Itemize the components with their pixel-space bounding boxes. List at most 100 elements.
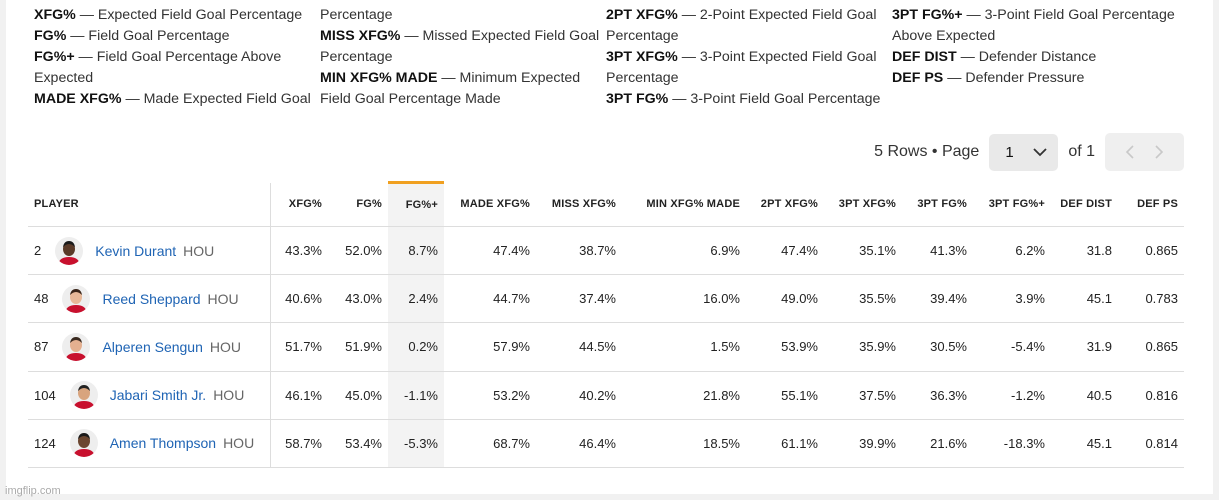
- glossary: XFG% — Expected Field Goal Percentage FG%…: [34, 5, 1194, 110]
- column-header-player[interactable]: PLAYER: [28, 182, 271, 227]
- player-team: HOU: [223, 435, 255, 452]
- stat-cell: 0.783: [1118, 274, 1184, 324]
- player-name-link[interactable]: Alperen Sengun: [102, 338, 203, 355]
- glossary-desc: Expected Field Goal Percentage: [97, 7, 303, 23]
- stat-cell: 47.4%: [444, 226, 536, 276]
- stat-cell: 47.4%: [746, 226, 824, 276]
- glossary-term: 3PT XFG%: [606, 49, 678, 65]
- stat-cell: 43.3%: [270, 226, 328, 276]
- column-header[interactable]: MADE XFG%: [444, 182, 536, 227]
- player-name-link[interactable]: Amen Thompson: [109, 435, 217, 452]
- glossary-term: DEF DIST: [892, 49, 957, 65]
- glossary-desc: Minimum Expected Field Goal Percentage M…: [320, 70, 581, 107]
- glossary-desc: Missed Expected Field Goal Percentage: [320, 28, 600, 65]
- player-team: HOU: [207, 290, 239, 307]
- glossary-entry: DEF PS — Defender Pressure: [892, 70, 1085, 86]
- glossary-entry: DEF DIST — Defender Distance: [892, 49, 1097, 65]
- player-cell: 104 Jabari Smith Jr. HOU: [28, 371, 271, 420]
- page-select[interactable]: 1: [989, 133, 1059, 171]
- page-select-value: 1: [1005, 143, 1014, 161]
- glossary-desc: Defender Pressure: [965, 70, 1085, 86]
- column-header[interactable]: DEF DIST: [1051, 182, 1118, 227]
- glossary-term: MIN XFG% MADE: [320, 70, 438, 86]
- avatar: [55, 236, 84, 265]
- player-name-link[interactable]: Kevin Durant: [95, 242, 177, 259]
- glossary-desc: 3-Point Field Goal Percentage: [690, 91, 881, 107]
- glossary-entry: XFG% — Expected Field Goal Percentage: [34, 7, 303, 23]
- glossary-entry: MISS XFG% — Missed Expected Field Goal P…: [320, 28, 600, 65]
- stat-cell: 45.1: [1051, 274, 1118, 324]
- page-count-label: of 1: [1068, 143, 1095, 160]
- stats-table: PLAYER XFG% FG% FG%+ MADE XFG% MISS XFG% MIN X…: [28, 181, 1184, 468]
- column-header[interactable]: 3PT FG%+: [973, 182, 1051, 227]
- player-rank: 87: [34, 339, 49, 355]
- table-row: 104 Jabari Smith Jr. HOU 46.1% 45.0% -1.1% 53.…: [28, 371, 1184, 420]
- table-body: 2 Kevin Durant HOU 43.3% 52.0% 8.7% 47.4% 38.7%…: [28, 226, 1184, 468]
- stat-cell: 31.8: [1051, 226, 1118, 276]
- stat-cell: 53.9%: [746, 322, 824, 372]
- glossary-term: DEF PS: [892, 70, 944, 86]
- column-header[interactable]: MIN XFG% MADE: [622, 182, 746, 227]
- column-header[interactable]: FG%+: [388, 181, 444, 227]
- stat-cell: 55.1%: [746, 371, 824, 420]
- stat-cell: 46.4%: [536, 419, 622, 468]
- stat-cell: 45.1: [1051, 419, 1118, 468]
- glossary-desc: 3-Point Expected Field Goal Percentage: [606, 49, 877, 86]
- stat-cell: 39.4%: [902, 274, 973, 324]
- stat-cell: 57.9%: [444, 322, 536, 372]
- page-nav: [1105, 133, 1184, 171]
- chevron-right-icon[interactable]: [1153, 144, 1165, 160]
- stat-cell: 68.7%: [444, 419, 536, 468]
- player-name-link[interactable]: Jabari Smith Jr.: [109, 387, 207, 404]
- player-team: HOU: [213, 387, 245, 404]
- glossary-column: 3PT FG%+ — 3-Point Field Goal Percentage…: [892, 5, 1178, 110]
- player-cell: 87 Alperen Sengun HOU: [28, 322, 271, 372]
- player-team: HOU: [183, 242, 215, 259]
- table-header-row: PLAYER XFG% FG% FG%+ MADE XFG% MISS XFG% MIN X…: [28, 181, 1184, 227]
- stat-cell: 37.4%: [536, 274, 622, 324]
- column-header[interactable]: DEF PS: [1118, 182, 1184, 227]
- glossary-desc: 3-Point Field Goal Percentage Above Expe…: [892, 7, 1175, 44]
- glossary-column: XFG% — Expected Field Goal Percentage FG%…: [34, 5, 320, 110]
- stat-cell: 8.7%: [388, 226, 444, 276]
- stat-cell: 51.7%: [270, 322, 328, 372]
- column-header[interactable]: 2PT XFG%: [746, 182, 824, 227]
- glossary-desc: 2-Point Expected Field Goal Percentage: [606, 7, 877, 44]
- stat-cell: 6.9%: [622, 226, 746, 276]
- glossary-desc: Made Expected Field Goal: [143, 91, 311, 107]
- stat-cell: 44.5%: [536, 322, 622, 372]
- player-name-link[interactable]: Reed Sheppard: [102, 290, 201, 307]
- chevron-left-icon[interactable]: [1124, 144, 1136, 160]
- player-team: HOU: [209, 338, 242, 355]
- stat-cell: 43.0%: [328, 274, 388, 324]
- glossary-entry: 2PT XFG% — 2-Point Expected Field Goal P…: [606, 7, 877, 44]
- stat-cell: 18.5%: [622, 419, 746, 468]
- glossary-entry: Percentage: [320, 7, 393, 23]
- glossary-entry: 3PT XFG% — 3-Point Expected Field Goal P…: [606, 49, 877, 86]
- stat-cell: 44.7%: [444, 274, 536, 324]
- avatar: [69, 429, 98, 458]
- stat-cell: 3.9%: [973, 274, 1051, 324]
- column-header[interactable]: FG%: [328, 182, 388, 227]
- stat-cell: 61.1%: [746, 419, 824, 468]
- glossary-term: XFG%: [34, 7, 76, 23]
- stat-cell: 0.865: [1118, 226, 1184, 276]
- player-rank: 48: [34, 291, 49, 307]
- stat-cell: -5.4%: [973, 322, 1051, 372]
- avatar: [62, 332, 91, 361]
- glossary-entry: MADE XFG% — Made Expected Field Goal: [34, 91, 311, 107]
- glossary-term: MADE XFG%: [34, 91, 122, 107]
- stat-cell: -1.1%: [388, 371, 444, 420]
- glossary-desc: Defender Distance: [978, 49, 1097, 65]
- stat-cell: 16.0%: [622, 274, 746, 324]
- stat-cell: 0.2%: [388, 322, 444, 372]
- column-header[interactable]: MISS XFG%: [536, 182, 622, 227]
- stat-cell: 36.3%: [902, 371, 973, 420]
- column-header[interactable]: 3PT FG%: [902, 182, 973, 227]
- avatar: [69, 381, 98, 410]
- column-header[interactable]: 3PT XFG%: [824, 182, 902, 227]
- stat-cell: 53.2%: [444, 371, 536, 420]
- player-rank: 104: [34, 387, 56, 403]
- column-header[interactable]: XFG%: [270, 182, 328, 227]
- glossary-entry: 3PT FG% — 3-Point Field Goal Percentage: [606, 91, 881, 107]
